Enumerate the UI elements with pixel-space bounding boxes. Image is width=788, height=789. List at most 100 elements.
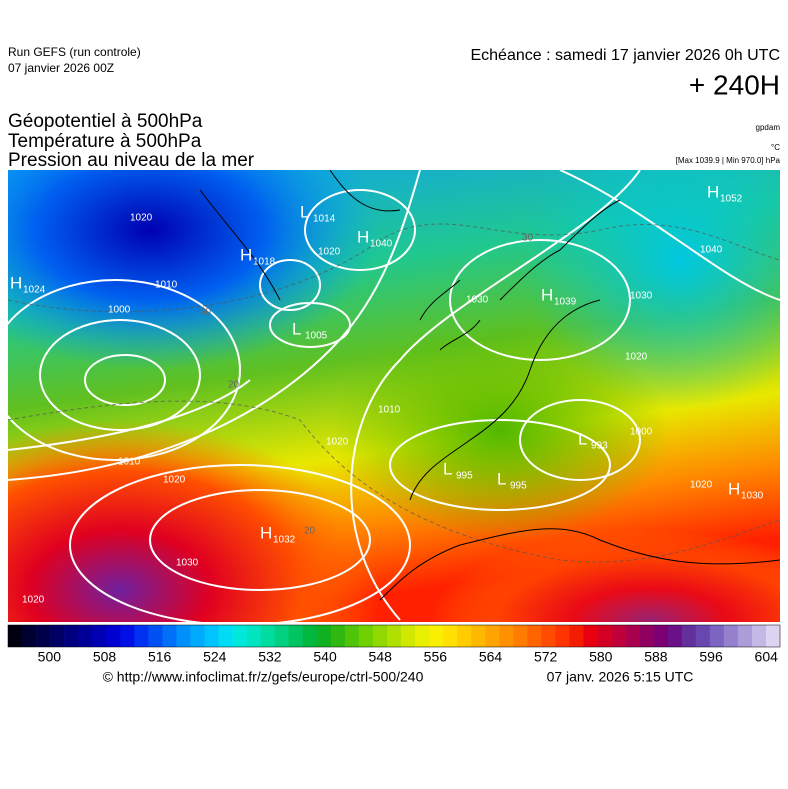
colorbar-tick-label: 500 bbox=[38, 649, 62, 665]
colorbar-swatch bbox=[78, 625, 93, 647]
isobar-label: 1020 bbox=[22, 595, 45, 606]
colorbar-swatch bbox=[555, 625, 570, 647]
pressure-center-value: 995 bbox=[456, 471, 473, 482]
colorbar-swatch bbox=[681, 625, 697, 647]
isotherm-label: 20 bbox=[228, 380, 240, 391]
colorbar-swatch bbox=[120, 625, 135, 647]
isotherm-label: 20 bbox=[304, 526, 316, 537]
colorbar-tick-label: 540 bbox=[313, 649, 337, 665]
isobar-label: 1040 bbox=[700, 245, 723, 256]
colorbar-tick-label: 524 bbox=[203, 649, 227, 665]
colorbar-swatch bbox=[288, 625, 304, 647]
isobar-label: 1020 bbox=[690, 480, 713, 491]
field-name: Température à 500hPa bbox=[8, 131, 202, 152]
colorbar-swatch bbox=[190, 625, 205, 647]
issued-time: 07 janv. 2026 5:15 UTC bbox=[547, 669, 694, 685]
colorbar-swatch bbox=[611, 625, 626, 647]
colorbar-swatch bbox=[8, 625, 23, 647]
isobar-label: 1020 bbox=[318, 247, 341, 258]
colorbar-tick-label: 548 bbox=[369, 649, 393, 665]
lead-time: + 240H bbox=[689, 69, 780, 100]
colorbar-swatch bbox=[709, 625, 725, 647]
pressure-center-value: 1030 bbox=[741, 491, 764, 502]
pressure-center-kind: L bbox=[443, 459, 452, 478]
colorbar-swatch bbox=[765, 625, 781, 647]
pressure-center-value: 1014 bbox=[313, 214, 336, 225]
colorbar-swatch bbox=[148, 625, 163, 647]
pressure-center-kind: L bbox=[300, 202, 309, 221]
isobar-label: 1010 bbox=[378, 405, 401, 416]
colorbar-swatch bbox=[597, 625, 612, 647]
source-url: © http://www.infoclimat.fr/z/gefs/europe… bbox=[103, 669, 424, 685]
colorbar-swatch bbox=[386, 625, 402, 647]
run-date: 07 janvier 2026 00Z bbox=[8, 61, 114, 75]
run-label: Run GEFS (run controle) bbox=[8, 45, 141, 59]
colorbar-frame bbox=[7, 624, 781, 648]
colorbar-swatch bbox=[274, 625, 290, 647]
isobar-label: 1010 bbox=[118, 457, 141, 468]
pressure-center-kind: L bbox=[497, 469, 506, 488]
pressure-center-value: 1032 bbox=[273, 535, 296, 546]
valid-time: Echéance : samedi 17 janvier 2026 0h UTC bbox=[470, 47, 780, 64]
pressure-center-value: 1052 bbox=[720, 194, 743, 205]
colorbar-swatch bbox=[541, 625, 556, 647]
pressure-center-kind: H bbox=[240, 245, 252, 264]
isobar-label: 1020 bbox=[625, 352, 648, 363]
isobar-label: 1030 bbox=[630, 291, 653, 302]
colorbar-tick-label: 508 bbox=[93, 649, 117, 665]
colorbar-swatch bbox=[401, 625, 416, 647]
isobar-label: 1020 bbox=[130, 213, 153, 224]
colorbar-tick-label: 596 bbox=[699, 649, 723, 665]
colorbar-swatch bbox=[751, 625, 767, 647]
colorbar-tick-label: 604 bbox=[755, 649, 779, 665]
colorbar-swatch bbox=[358, 625, 374, 647]
colorbar-tick-label: 588 bbox=[644, 649, 668, 665]
isotherm-label: 30 bbox=[522, 233, 534, 244]
colorbar-tick-label: 556 bbox=[424, 649, 448, 665]
unit-label: [Max 1039.9 | Min 970.0] hPa bbox=[676, 156, 781, 165]
pressure-center-value: 1040 bbox=[370, 239, 393, 250]
isobar-label: 1030 bbox=[176, 558, 199, 569]
pressure-center-kind: H bbox=[10, 273, 22, 292]
colorbar-swatch bbox=[723, 625, 739, 647]
colorbar-swatch bbox=[429, 625, 444, 647]
pressure-center-value: 1024 bbox=[23, 285, 46, 296]
colorbar-swatch bbox=[737, 625, 753, 647]
colorbar-swatch bbox=[50, 625, 65, 647]
pressure-center-kind: H bbox=[707, 182, 719, 201]
colorbar-swatch bbox=[695, 625, 711, 647]
colorbar-swatch bbox=[260, 625, 275, 647]
colorbar-tick-label: 564 bbox=[479, 649, 503, 665]
pressure-center-kind: L bbox=[292, 319, 301, 338]
pressure-center-value: 1039 bbox=[554, 297, 577, 308]
isobar-label: 1020 bbox=[163, 475, 186, 486]
colorbar-swatch bbox=[92, 625, 107, 647]
isobar-label: 1010 bbox=[155, 280, 178, 291]
colorbar-swatch bbox=[134, 625, 149, 647]
colorbar-swatch bbox=[527, 625, 542, 647]
colorbar-swatch bbox=[218, 625, 233, 647]
colorbar-swatch bbox=[583, 625, 598, 647]
colorbar-swatch bbox=[667, 625, 683, 647]
isobar-label: 1000 bbox=[630, 427, 653, 438]
colorbar-swatch bbox=[499, 625, 514, 647]
colorbar-swatch bbox=[443, 625, 458, 647]
colorbar-swatch bbox=[653, 625, 669, 647]
colorbar-swatch bbox=[625, 625, 640, 647]
colorbar-swatch bbox=[204, 625, 219, 647]
colorbar-swatch bbox=[485, 625, 500, 647]
colorbar-swatch bbox=[36, 625, 51, 647]
colorbar-tick-label: 516 bbox=[148, 649, 172, 665]
isobar-label: 1030 bbox=[466, 295, 489, 306]
colorbar-swatch bbox=[569, 625, 584, 647]
colorbar-swatch bbox=[372, 625, 388, 647]
pressure-center-kind: H bbox=[541, 285, 553, 304]
colorbar-swatch bbox=[162, 625, 177, 647]
field-name: Pression au niveau de la mer bbox=[8, 150, 255, 171]
pressure-center-kind: L bbox=[578, 429, 587, 448]
colorbar-tick-label: 532 bbox=[258, 649, 282, 665]
pressure-center-value: 993 bbox=[591, 441, 608, 452]
pressure-center-value: 1005 bbox=[305, 331, 328, 342]
